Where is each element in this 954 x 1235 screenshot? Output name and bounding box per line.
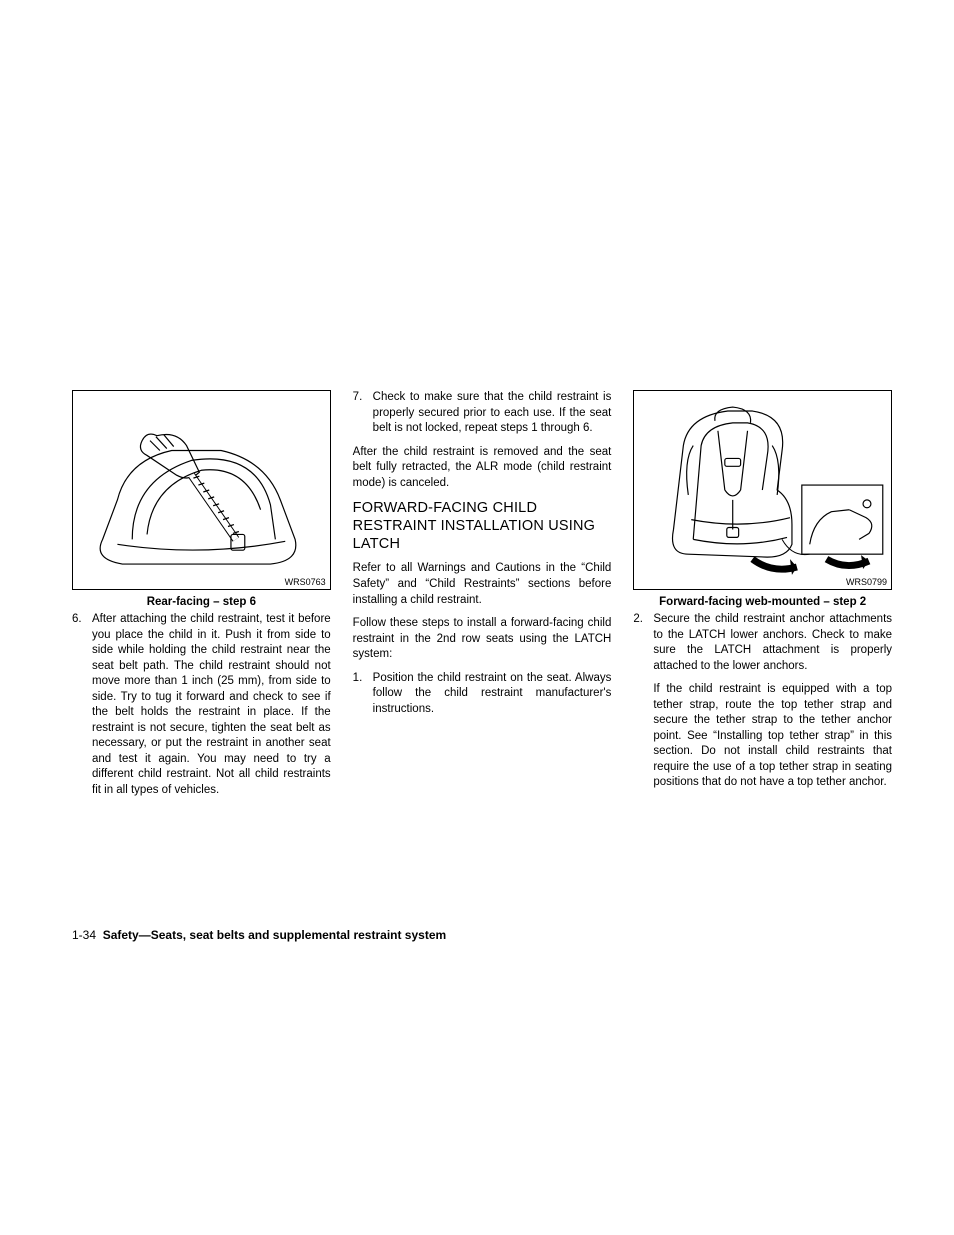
figure-id-left: WRS0763 [285, 577, 326, 587]
list-col2-top: 7. Check to make sure that the child res… [353, 390, 612, 445]
item-number: 1. [353, 671, 363, 687]
forward-facing-seat-illustration [634, 391, 891, 589]
item-number: 6. [72, 612, 82, 628]
column-2: 7. Check to make sure that the child res… [353, 390, 612, 806]
rear-facing-seat-illustration [73, 391, 330, 589]
section-title: Safety—Seats, seat belts and supplementa… [103, 928, 446, 942]
caption-left: Rear-facing – step 6 [72, 596, 331, 608]
page-content: WRS0763 Rear-facing – step 6 6. After at… [72, 390, 892, 806]
para-follow-steps: Follow these steps to install a forward-… [353, 616, 612, 663]
page-footer: 1-34 Safety—Seats, seat belts and supple… [72, 928, 446, 942]
item-text: Check to make sure that the child restra… [373, 391, 612, 434]
list-col3: 2. Secure the child restraint anchor att… [633, 612, 892, 682]
heading-forward-facing: FORWARD-FACING CHILD RESTRAINT INSTALLAT… [353, 499, 612, 553]
list-col2-bottom: 1. Position the child restraint on the s… [353, 671, 612, 726]
item-number: 7. [353, 390, 363, 406]
para-tether: If the child restraint is equipped with … [633, 682, 892, 791]
figure-id-right: WRS0799 [846, 577, 887, 587]
list-item-6: 6. After attaching the child restraint, … [72, 612, 331, 798]
list-item-1: 1. Position the child restraint on the s… [353, 671, 612, 718]
item-text: After attaching the child restraint, tes… [92, 613, 331, 796]
item-text: Secure the child restraint anchor attach… [653, 613, 892, 672]
item-text: Position the child restraint on the seat… [373, 672, 612, 715]
page-number: 1-34 [72, 928, 96, 942]
para-alr: After the child restraint is removed and… [353, 445, 612, 492]
list-col1: 6. After attaching the child restraint, … [72, 612, 331, 806]
column-3: WRS0799 Forward-facing web-mounted – ste… [633, 390, 892, 806]
item-number: 2. [633, 612, 643, 628]
para-warnings: Refer to all Warnings and Cautions in th… [353, 561, 612, 608]
list-item-7: 7. Check to make sure that the child res… [353, 390, 612, 437]
list-item-2: 2. Secure the child restraint anchor att… [633, 612, 892, 674]
column-1: WRS0763 Rear-facing – step 6 6. After at… [72, 390, 331, 806]
figure-forward-facing: WRS0799 [633, 390, 892, 590]
caption-right: Forward-facing web-mounted – step 2 [633, 596, 892, 608]
figure-rear-facing: WRS0763 [72, 390, 331, 590]
